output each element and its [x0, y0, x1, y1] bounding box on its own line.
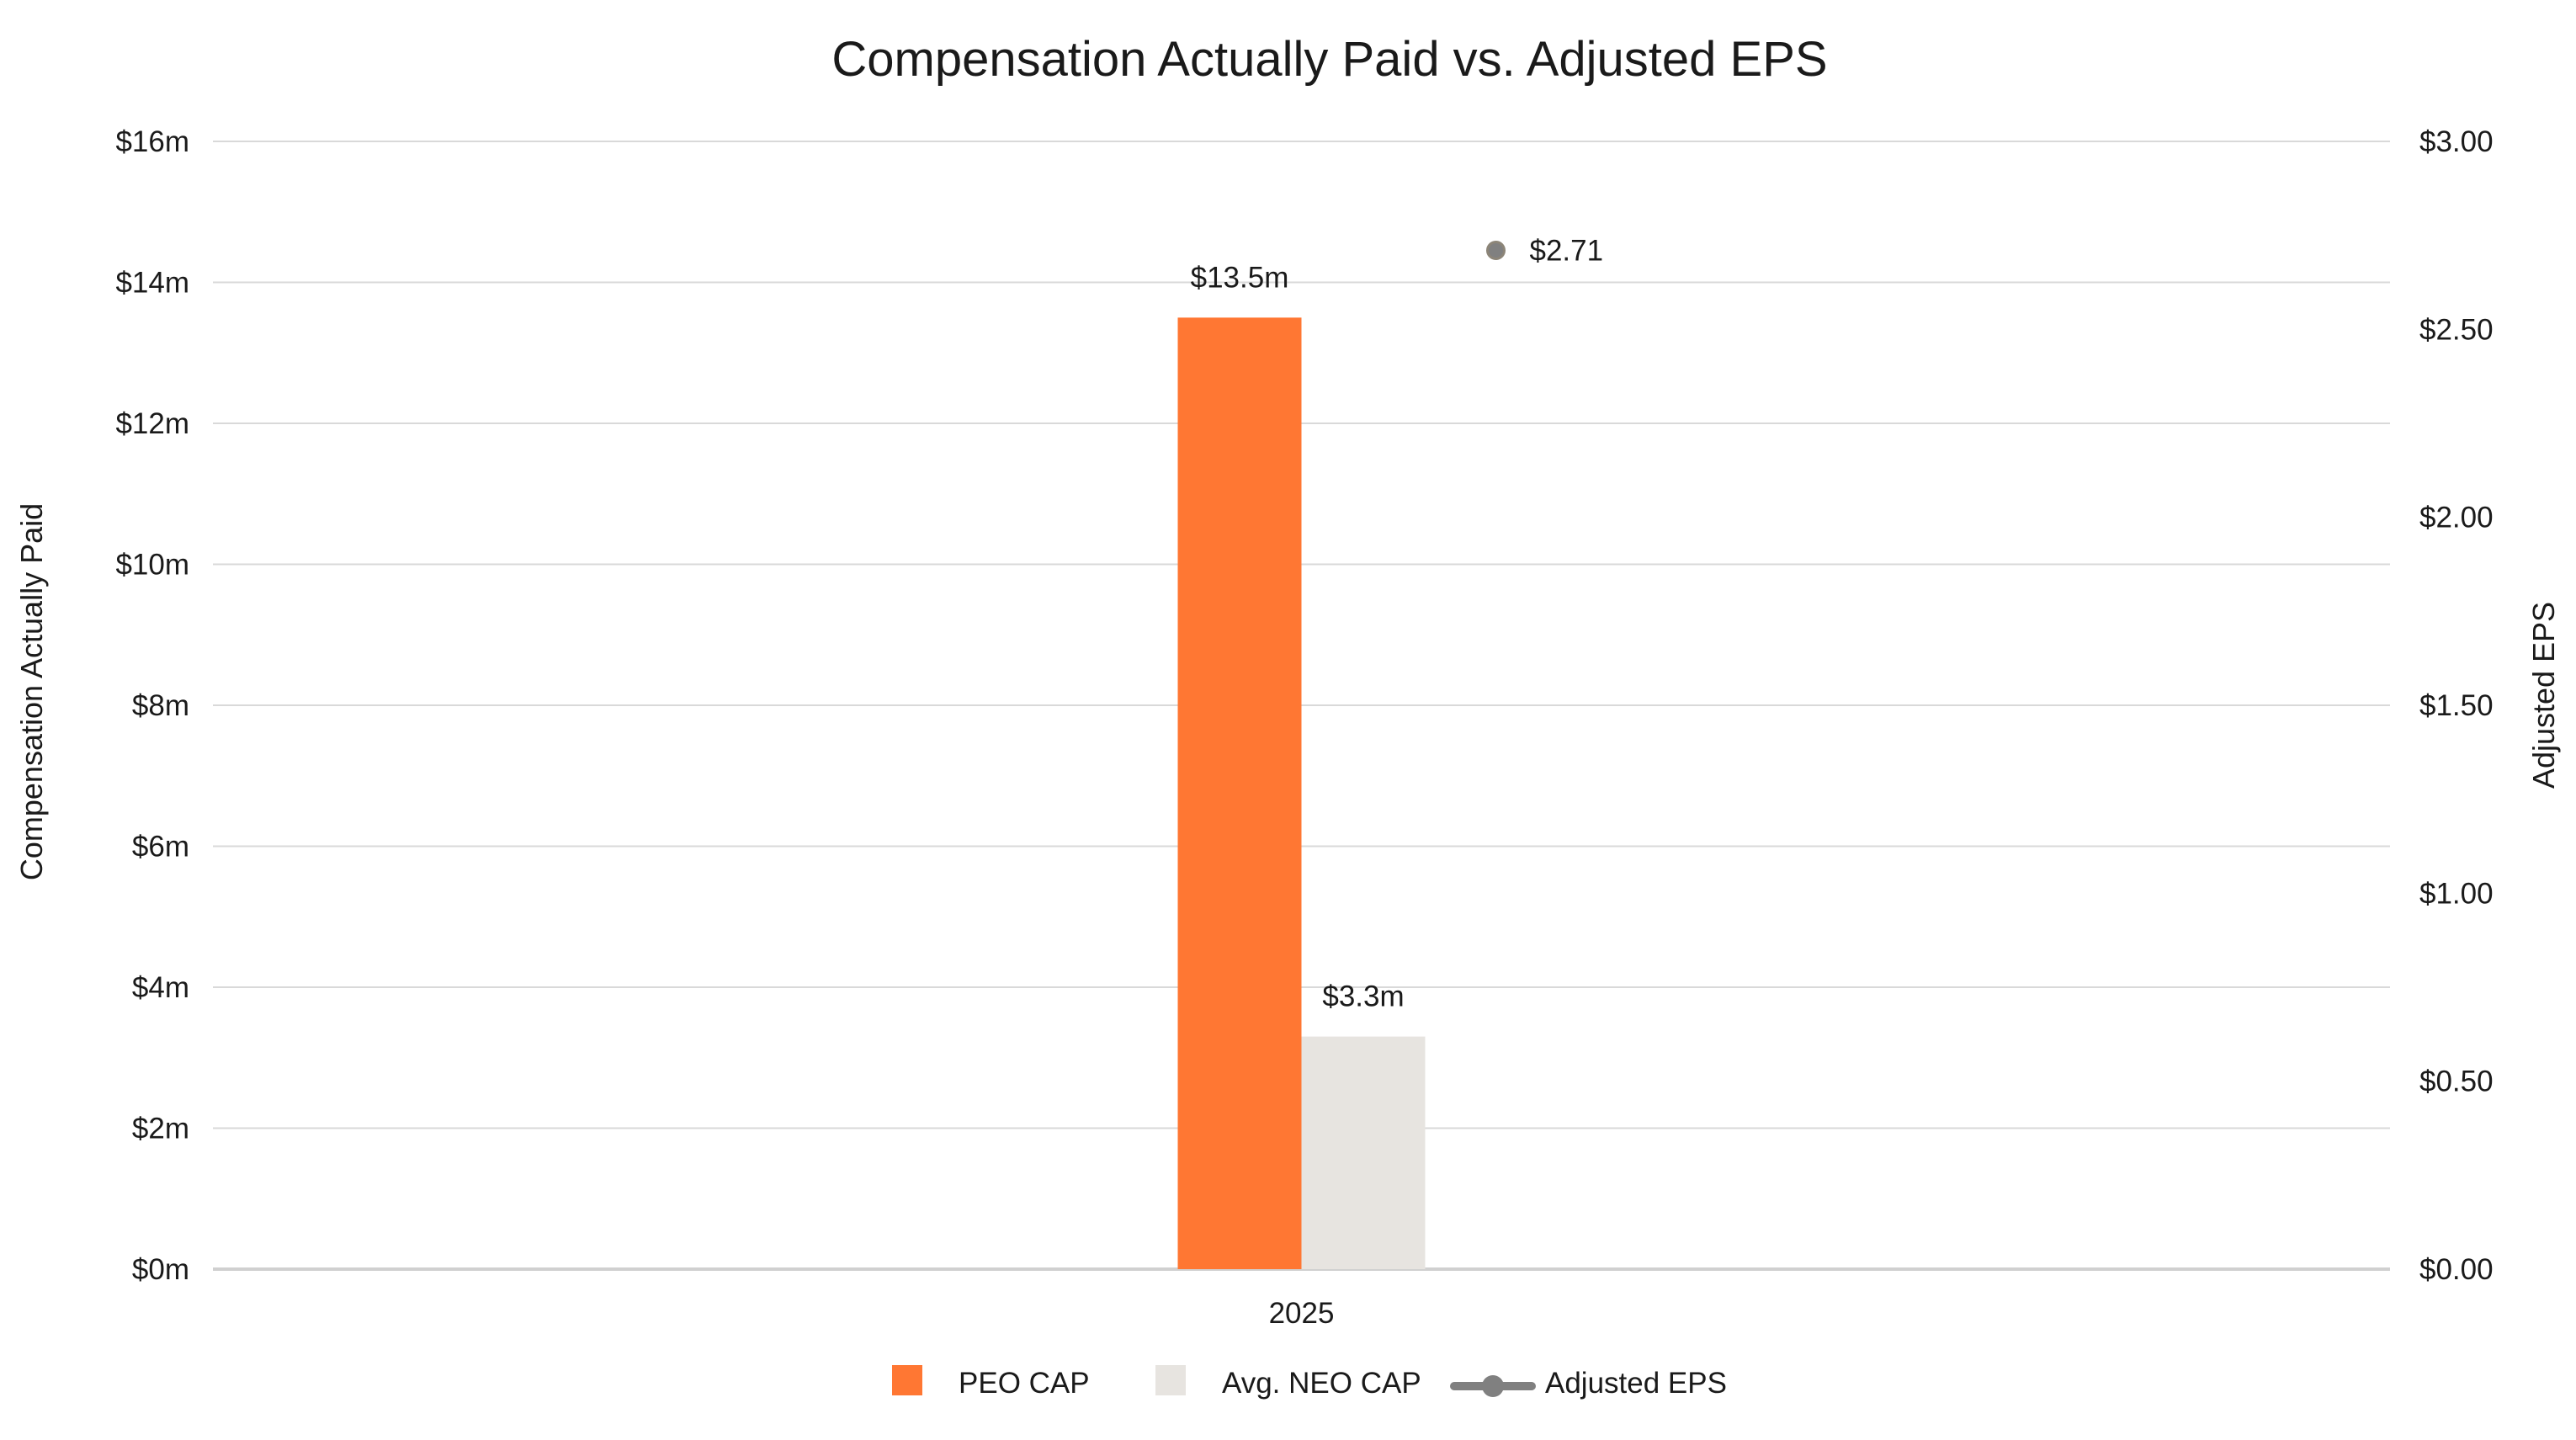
right-tick-label: $1.50	[2419, 689, 2494, 722]
right-tick-label: $0.50	[2419, 1065, 2494, 1098]
legend-swatch	[1155, 1365, 1186, 1395]
left-tick-label: $14m	[115, 267, 189, 300]
right-axis-ticks: $0.00 $0.50 $1.00 $1.50 $2.00 $2.50 $3.00	[2419, 125, 2494, 1286]
left-tick-label: $10m	[115, 549, 189, 582]
right-tick-label: $1.00	[2419, 877, 2494, 910]
right-tick-label: $2.50	[2419, 313, 2494, 346]
left-axis-ticks: $0m $2m $4m $6m $8m $10m $12m $14m $16m	[115, 125, 189, 1286]
left-tick-label: $2m	[132, 1113, 189, 1145]
bar-avg-neo-cap	[1301, 1036, 1426, 1269]
left-tick-label: $6m	[132, 831, 189, 863]
right-tick-label: $2.00	[2419, 502, 2494, 534]
bar-peo-cap	[1177, 317, 1302, 1269]
bar-data-label: $3.3m	[1322, 980, 1404, 1013]
left-tick-label: $12m	[115, 407, 189, 440]
left-tick-label: $16m	[115, 125, 189, 158]
eps-point	[1486, 241, 1506, 261]
legend-marker	[1482, 1375, 1504, 1397]
chart-marks: $13.5m $3.3m $2.71	[1177, 235, 1604, 1269]
right-tick-label: $3.00	[2419, 125, 2494, 158]
x-tick-label: 2025	[1269, 1297, 1335, 1330]
right-axis-label: Adjusted EPS	[2526, 602, 2561, 789]
x-axis-ticks: 2025	[1269, 1297, 1335, 1330]
eps-data-label: $2.71	[1530, 235, 1604, 268]
left-tick-label: $4m	[132, 971, 189, 1004]
legend: PEO CAP Avg. NEO CAP Adjusted EPS	[892, 1365, 1727, 1400]
legend-label: Adjusted EPS	[1545, 1367, 1727, 1400]
left-axis-label: Compensation Actually Paid	[14, 503, 49, 880]
bar-data-label: $13.5m	[1191, 261, 1289, 294]
legend-label: PEO CAP	[959, 1367, 1090, 1400]
chart-title: Compensation Actually Paid vs. Adjusted …	[831, 32, 1827, 87]
left-tick-label: $0m	[132, 1253, 189, 1286]
right-tick-label: $0.00	[2419, 1253, 2494, 1286]
left-tick-label: $8m	[132, 689, 189, 722]
legend-swatch	[892, 1365, 922, 1395]
legend-label: Avg. NEO CAP	[1222, 1367, 1421, 1400]
